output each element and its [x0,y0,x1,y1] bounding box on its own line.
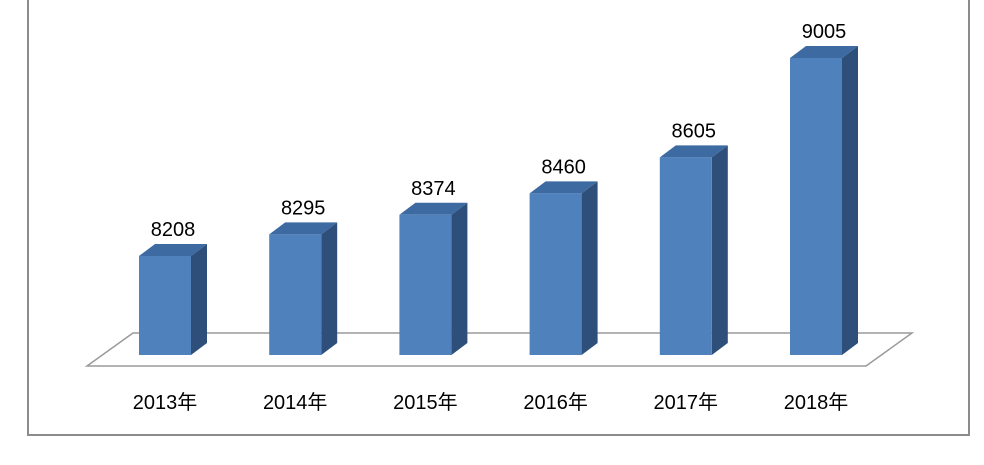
chart-floor [84,332,915,367]
bar-top [139,244,207,256]
x-tick-label: 2015年 [393,391,458,414]
bar-front [269,234,322,355]
data-label: 8208 [151,219,196,241]
bar-side [451,202,468,355]
data-labels: 8208 8295 8374 8460 8605 9005 [151,21,847,241]
x-tick-label: 2018年 [784,391,849,414]
bar-series [139,46,858,355]
bar [399,202,468,355]
data-label: 9005 [802,21,847,43]
data-label: 8295 [281,197,326,219]
bar-side [191,244,207,355]
bar [269,222,338,355]
bar-side [581,181,598,355]
x-axis-labels: 2013年 2014年 2015年 2016年 2017年 2018年 [133,391,849,414]
bar-front [790,58,842,355]
data-label: 8460 [541,156,586,178]
bar [790,46,858,355]
bar-side [842,46,858,355]
bar [529,181,598,355]
bar-top [269,222,338,235]
bar-top [659,145,728,158]
bar-top [790,46,858,58]
data-label: 8605 [672,120,717,142]
x-tick-label: 2017年 [654,391,719,414]
x-tick-label: 2014年 [263,391,328,414]
bar-side [711,145,728,355]
bar-front [139,256,191,355]
bar-front [659,157,712,355]
bar-top [399,202,468,215]
bar-top [529,181,598,194]
bar-front [399,214,452,355]
data-label: 8374 [411,178,456,200]
bar [139,244,207,355]
bar-front [529,193,582,355]
bar [659,145,728,355]
x-tick-label: 2016年 [523,391,588,414]
bar-side [321,222,338,355]
x-tick-label: 2013年 [133,391,198,414]
